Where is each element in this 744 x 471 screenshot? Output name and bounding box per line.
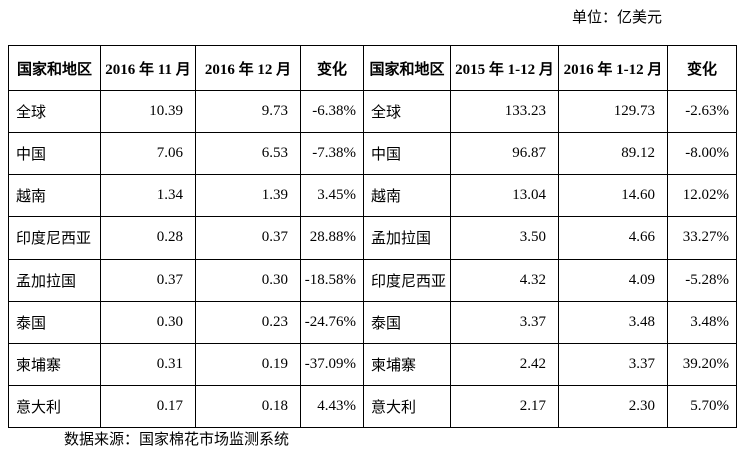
value-cell: 7.06 — [100, 132, 196, 176]
change-cell: 12.02% — [667, 174, 737, 218]
value-cell: 0.17 — [100, 384, 196, 429]
country-cell: 孟加拉国 — [8, 258, 101, 302]
country-cell: 泰国 — [8, 300, 101, 344]
country-cell: 印度尼西亚 — [363, 258, 451, 302]
table-header-row: 国家和地区 2016 年 11 月 2016 年 12 月 变化 国家和地区 2… — [8, 45, 737, 91]
country-cell: 孟加拉国 — [363, 216, 451, 260]
header-country-right: 国家和地区 — [363, 45, 451, 91]
value-cell: 3.37 — [450, 300, 559, 344]
change-cell: -8.00% — [667, 132, 737, 176]
table-row: 中国 7.06 6.53 -7.38% 中国 96.87 89.12 -8.00% — [8, 132, 737, 176]
value-cell: 0.18 — [195, 384, 301, 429]
value-cell: 3.50 — [450, 216, 559, 260]
change-cell: -18.58% — [300, 258, 364, 302]
table-row: 全球 10.39 9.73 -6.38% 全球 133.23 129.73 -2.63% — [8, 89, 737, 134]
value-cell: 9.73 — [195, 89, 301, 134]
change-cell: 39.20% — [667, 342, 737, 386]
table-row: 柬埔寨 0.31 0.19 -37.09% 柬埔寨 2.42 3.37 39.20% — [8, 342, 737, 386]
change-cell: -2.63% — [667, 89, 737, 134]
change-cell: 3.45% — [300, 174, 364, 218]
change-cell: 3.48% — [667, 300, 737, 344]
value-cell: 0.37 — [100, 258, 196, 302]
table-row: 意大利 0.17 0.18 4.43% 意大利 2.17 2.30 5.70% — [8, 384, 737, 429]
unit-label: 单位：亿美元 — [572, 10, 663, 26]
value-cell: 2.17 — [450, 384, 559, 429]
value-cell: 6.53 — [195, 132, 301, 176]
value-cell: 10.39 — [100, 89, 196, 134]
value-cell: 0.30 — [195, 258, 301, 302]
value-cell: 4.09 — [558, 258, 668, 302]
cotton-trade-table: 国家和地区 2016 年 11 月 2016 年 12 月 变化 国家和地区 2… — [8, 45, 737, 429]
table-row: 泰国 0.30 0.23 -24.76% 泰国 3.37 3.48 3.48% — [8, 300, 737, 344]
change-cell: -37.09% — [300, 342, 364, 386]
value-cell: 14.60 — [558, 174, 668, 218]
country-cell: 全球 — [8, 89, 101, 134]
value-cell: 0.31 — [100, 342, 196, 386]
table-row: 孟加拉国 0.37 0.30 -18.58% 印度尼西亚 4.32 4.09 -5.28% — [8, 258, 737, 302]
value-cell: 1.34 — [100, 174, 196, 218]
country-cell: 越南 — [363, 174, 451, 218]
value-cell: 2.42 — [450, 342, 559, 386]
change-cell: 33.27% — [667, 216, 737, 260]
value-cell: 2.30 — [558, 384, 668, 429]
value-cell: 0.28 — [100, 216, 196, 260]
country-cell: 意大利 — [363, 384, 451, 429]
country-cell: 意大利 — [8, 384, 101, 429]
change-cell: -6.38% — [300, 89, 364, 134]
header-country-left: 国家和地区 — [8, 45, 101, 91]
value-cell: 0.37 — [195, 216, 301, 260]
change-cell: 28.88% — [300, 216, 364, 260]
data-source-label: 数据来源：国家棉花市场监测系统 — [64, 432, 290, 448]
value-cell: 3.48 — [558, 300, 668, 344]
change-cell: 5.70% — [667, 384, 737, 429]
country-cell: 中国 — [363, 132, 451, 176]
country-cell: 柬埔寨 — [363, 342, 451, 386]
country-cell: 越南 — [8, 174, 101, 218]
header-2016-11: 2016 年 11 月 — [100, 45, 196, 91]
value-cell: 96.87 — [450, 132, 559, 176]
country-cell: 柬埔寨 — [8, 342, 101, 386]
country-cell: 泰国 — [363, 300, 451, 344]
value-cell: 133.23 — [450, 89, 559, 134]
country-cell: 中国 — [8, 132, 101, 176]
value-cell: 0.30 — [100, 300, 196, 344]
value-cell: 0.19 — [195, 342, 301, 386]
value-cell: 4.66 — [558, 216, 668, 260]
header-change-left: 变化 — [300, 45, 364, 91]
change-cell: -5.28% — [667, 258, 737, 302]
value-cell: 13.04 — [450, 174, 559, 218]
value-cell: 1.39 — [195, 174, 301, 218]
value-cell: 129.73 — [558, 89, 668, 134]
header-2016-1-12: 2016 年 1-12 月 — [558, 45, 668, 91]
table-row: 印度尼西亚 0.28 0.37 28.88% 孟加拉国 3.50 4.66 33.27% — [8, 216, 737, 260]
header-2015-1-12: 2015 年 1-12 月 — [450, 45, 559, 91]
value-cell: 3.37 — [558, 342, 668, 386]
header-change-right: 变化 — [667, 45, 737, 91]
change-cell: -7.38% — [300, 132, 364, 176]
value-cell: 89.12 — [558, 132, 668, 176]
table-row: 越南 1.34 1.39 3.45% 越南 13.04 14.60 12.02% — [8, 174, 737, 218]
country-cell: 印度尼西亚 — [8, 216, 101, 260]
change-cell: -24.76% — [300, 300, 364, 344]
value-cell: 4.32 — [450, 258, 559, 302]
country-cell: 全球 — [363, 89, 451, 134]
header-2016-12: 2016 年 12 月 — [195, 45, 301, 91]
value-cell: 0.23 — [195, 300, 301, 344]
change-cell: 4.43% — [300, 384, 364, 429]
